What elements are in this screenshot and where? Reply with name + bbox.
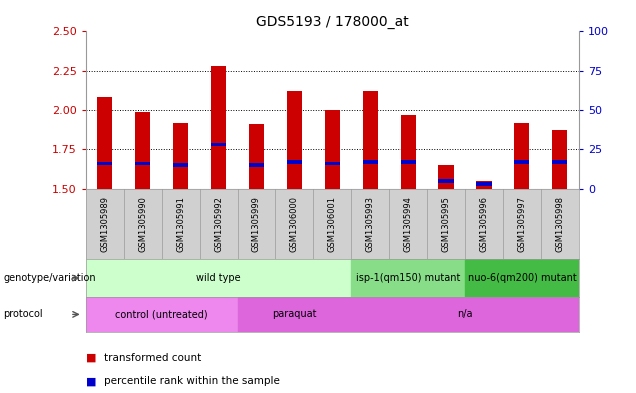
Title: GDS5193 / 178000_at: GDS5193 / 178000_at <box>256 15 409 29</box>
Text: GSM1305991: GSM1305991 <box>176 196 185 252</box>
Text: ■: ■ <box>86 353 100 363</box>
Text: GSM1305989: GSM1305989 <box>100 196 109 252</box>
Bar <box>401 160 416 163</box>
Bar <box>438 179 453 182</box>
Bar <box>465 259 579 297</box>
Bar <box>552 130 567 189</box>
Bar <box>173 163 188 167</box>
Text: control (untreated): control (untreated) <box>115 309 208 320</box>
Bar <box>135 162 150 165</box>
Text: GSM1305995: GSM1305995 <box>441 196 450 252</box>
Text: GSM1306001: GSM1306001 <box>328 196 337 252</box>
Text: percentile rank within the sample: percentile rank within the sample <box>104 376 280 386</box>
Text: GSM1305999: GSM1305999 <box>252 196 261 252</box>
Bar <box>401 115 416 189</box>
Bar <box>135 112 150 189</box>
Bar <box>515 160 530 163</box>
Bar <box>325 110 340 189</box>
Bar <box>552 160 567 163</box>
Text: wild type: wild type <box>197 273 241 283</box>
Text: GSM1306000: GSM1306000 <box>290 196 299 252</box>
Bar <box>97 162 113 165</box>
Bar <box>97 97 113 189</box>
Bar <box>249 163 264 167</box>
Bar <box>86 297 237 332</box>
Text: GSM1305993: GSM1305993 <box>366 196 375 252</box>
Bar <box>211 66 226 189</box>
Bar <box>86 259 351 297</box>
Bar <box>325 162 340 165</box>
Text: genotype/variation: genotype/variation <box>3 273 96 283</box>
Bar <box>249 124 264 189</box>
Bar <box>211 143 226 146</box>
Bar <box>438 165 453 189</box>
Text: protocol: protocol <box>3 309 43 320</box>
Text: GSM1305992: GSM1305992 <box>214 196 223 252</box>
Bar <box>363 91 378 189</box>
Bar <box>363 160 378 163</box>
Bar <box>287 91 302 189</box>
Bar <box>476 182 492 185</box>
Bar <box>287 160 302 163</box>
Text: GSM1305996: GSM1305996 <box>480 196 488 252</box>
Bar <box>476 181 492 189</box>
Text: GSM1305990: GSM1305990 <box>138 196 147 252</box>
Bar <box>515 123 530 189</box>
Bar <box>237 297 351 332</box>
Bar <box>351 297 579 332</box>
Text: transformed count: transformed count <box>104 353 201 363</box>
Text: GSM1305998: GSM1305998 <box>555 196 564 252</box>
Text: GSM1305994: GSM1305994 <box>404 196 413 252</box>
Text: GSM1305997: GSM1305997 <box>518 196 527 252</box>
Text: n/a: n/a <box>457 309 473 320</box>
Bar <box>351 259 465 297</box>
Text: nuo-6(qm200) mutant: nuo-6(qm200) mutant <box>467 273 576 283</box>
Text: paraquat: paraquat <box>272 309 317 320</box>
Text: ■: ■ <box>86 376 100 386</box>
Bar <box>173 123 188 189</box>
Text: isp-1(qm150) mutant: isp-1(qm150) mutant <box>356 273 460 283</box>
